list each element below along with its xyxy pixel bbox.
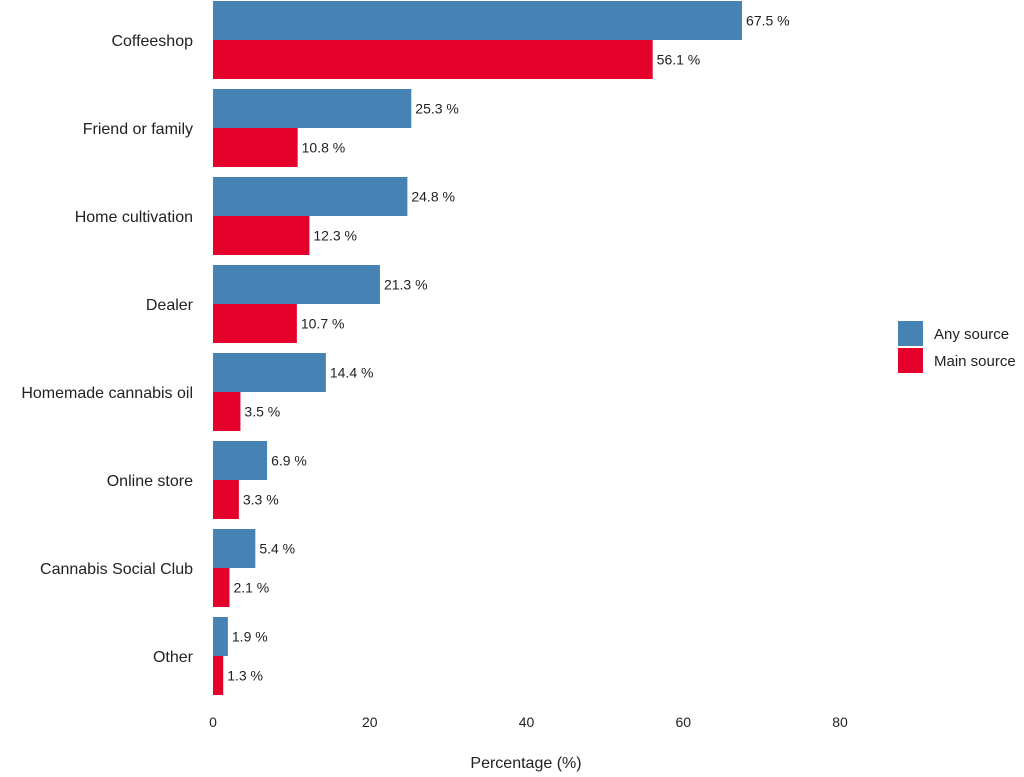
- category-label: Cannabis Social Club: [40, 561, 193, 578]
- x-tick-label: 20: [362, 714, 378, 730]
- bar-main-source: [213, 40, 653, 79]
- bars: 67.5 % 56.1 % 25.3 % 10.8 % 24.8 % 12.3 % 21.3…: [213, 1, 790, 695]
- bar-main-source: [213, 304, 297, 343]
- bar-main-source: [213, 568, 230, 607]
- legend-swatch: [898, 321, 923, 346]
- category-label: Home cultivation: [75, 209, 193, 226]
- data-label: 67.5 %: [746, 13, 790, 29]
- bar-any-source: [213, 353, 326, 392]
- bar-main-source: [213, 128, 298, 167]
- x-tick-label: 40: [519, 714, 535, 730]
- x-tick-label: 0: [209, 714, 217, 730]
- x-tick-label: 60: [675, 714, 691, 730]
- bar-any-source: [213, 617, 228, 656]
- category-label: Online store: [107, 473, 193, 490]
- bar-any-source: [213, 441, 268, 480]
- bar-main-source: [213, 216, 310, 255]
- legend-label: Any source: [934, 326, 1009, 343]
- bar-main-source: [213, 656, 224, 695]
- data-label: 1.3 %: [227, 668, 263, 684]
- category-label: Friend or family: [83, 121, 193, 138]
- legend-label: Main source: [934, 353, 1016, 370]
- data-label: 14.4 %: [330, 365, 374, 381]
- data-label: 56.1 %: [657, 52, 701, 68]
- x-tick-label: 80: [832, 714, 848, 730]
- data-label: 5.4 %: [259, 541, 295, 557]
- data-label: 10.8 %: [302, 140, 346, 156]
- x-axis-ticks: 0 20 40 60 80: [209, 714, 848, 730]
- category-label: Other: [153, 649, 194, 666]
- bar-any-source: [213, 177, 408, 216]
- data-label: 24.8 %: [411, 189, 455, 205]
- category-label: Homemade cannabis oil: [21, 385, 193, 402]
- data-label: 12.3 %: [313, 228, 357, 244]
- data-label: 3.5 %: [244, 404, 280, 420]
- data-label: 2.1 %: [233, 580, 269, 596]
- bar-any-source: [213, 1, 743, 40]
- category-label: Dealer: [146, 297, 194, 314]
- data-label: 25.3 %: [415, 101, 459, 117]
- data-label: 6.9 %: [271, 453, 307, 469]
- data-label: 3.3 %: [243, 492, 279, 508]
- data-label: 10.7 %: [301, 316, 345, 332]
- bar-any-source: [213, 265, 380, 304]
- legend: Any source Main source: [898, 321, 1016, 373]
- bar-main-source: [213, 392, 241, 431]
- bar-any-source: [213, 89, 412, 128]
- x-axis-label: Percentage (%): [470, 755, 581, 772]
- bar-any-source: [213, 529, 256, 568]
- data-label: 21.3 %: [384, 277, 428, 293]
- legend-swatch: [898, 348, 923, 373]
- category-label: Coffeeshop: [111, 33, 193, 50]
- data-label: 1.9 %: [232, 629, 268, 645]
- category-labels: Coffeeshop Friend or family Home cultivati…: [21, 33, 193, 666]
- bar-main-source: [213, 480, 239, 519]
